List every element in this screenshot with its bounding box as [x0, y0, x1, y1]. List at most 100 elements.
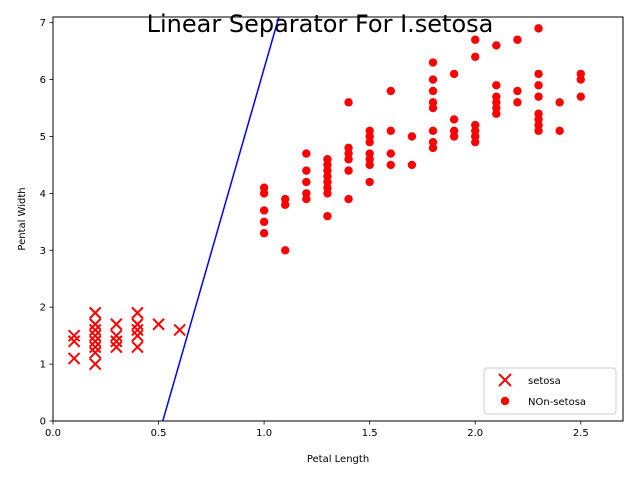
- x-tick-label: 0.5: [151, 428, 167, 439]
- setosa-point: [89, 357, 102, 371]
- separator-line: [162, 17, 280, 421]
- non-setosa-point: [492, 109, 501, 118]
- y-tick-label: 4: [40, 189, 46, 200]
- non-setosa-point: [302, 194, 311, 204]
- y-tick-label: 7: [40, 18, 46, 29]
- setosa-point: [67, 352, 81, 365]
- non-setosa-point: [428, 75, 438, 84]
- non-setosa-point: [555, 98, 564, 107]
- non-setosa-point: [344, 194, 353, 204]
- non-setosa-point: [428, 126, 438, 136]
- non-setosa-point: [534, 92, 543, 101]
- y-tick-label: 3: [40, 246, 46, 257]
- setosa-point: [67, 329, 81, 342]
- setosa-point-stroke: [110, 340, 123, 354]
- non-setosa-point: [344, 155, 353, 164]
- setosa-point: [131, 340, 144, 354]
- setosa-point-stroke: [131, 306, 144, 320]
- x-axis-ticks: 0.0 0.5 1.0 1.5 2.0 2.5: [45, 421, 589, 439]
- setosa-point: [173, 323, 186, 337]
- non-setosa-point: [386, 149, 395, 158]
- setosa-point: [89, 306, 102, 320]
- non-setosa-point: [365, 160, 374, 170]
- non-setosa-point: [407, 160, 417, 170]
- y-tick-label: 6: [40, 75, 46, 86]
- non-setosa-point: [428, 86, 438, 96]
- x-tick-label: 1.0: [256, 428, 272, 439]
- non-setosa-point: [449, 115, 459, 124]
- setosa-point: [131, 306, 144, 320]
- non-setosa-point: [471, 35, 480, 44]
- setosa-point-stroke: [131, 318, 144, 331]
- legend-label-setosa: setosa: [528, 376, 561, 387]
- non-setosa-point: [428, 58, 438, 67]
- y-tick-label: 2: [40, 303, 46, 314]
- y-tick-label: 5: [40, 132, 46, 143]
- setosa-point-stroke: [110, 335, 123, 348]
- setosa-point-stroke: [89, 346, 102, 359]
- setosa-point: [89, 329, 102, 342]
- x-tick-label: 2.5: [573, 428, 589, 439]
- non-setosa-point: [576, 92, 585, 101]
- setosa-point-stroke: [89, 306, 102, 320]
- y-tick-label: 1: [40, 360, 46, 371]
- x-axis-label: Petal Length: [307, 454, 369, 465]
- y-axis-label: Pental Width: [17, 187, 28, 250]
- non-setosa-point: [344, 98, 353, 107]
- setosa-point: [131, 329, 144, 342]
- setosa-point: [110, 335, 123, 348]
- non-setosa-point: [534, 81, 543, 90]
- non-setosa-point: [492, 41, 501, 50]
- non-setosa-point: [386, 160, 395, 170]
- x-tick-label: 2.0: [467, 428, 483, 439]
- non-setosa-point: [534, 24, 543, 33]
- y-axis-ticks: 0 1 2 3 4 5 6 7: [40, 18, 53, 428]
- setosa-point-stroke: [131, 329, 144, 342]
- setosa-point-stroke: [89, 323, 102, 337]
- non-setosa-point: [471, 137, 480, 147]
- chart-title: Linear Separator For I.setosa: [147, 10, 494, 38]
- non-setosa-point: [259, 229, 269, 238]
- setosa-point-stroke: [89, 357, 102, 371]
- setosa-point-stroke: [173, 323, 186, 337]
- setosa-point-stroke: [89, 335, 102, 348]
- setosa-point: [131, 323, 144, 337]
- axes-frame: [52, 16, 624, 422]
- setosa-point: [89, 346, 102, 359]
- setosa-point-stroke: [67, 352, 81, 365]
- setosa-point-stroke: [152, 318, 165, 331]
- non-setosa-point: [344, 166, 353, 175]
- non-setosa-point: [407, 132, 417, 141]
- non-setosa-point: [513, 98, 522, 107]
- points-layer: [67, 24, 585, 371]
- non-setosa-point: [428, 103, 438, 113]
- setosa-point-stroke: [110, 318, 123, 331]
- setosa-point: [89, 323, 102, 337]
- legend-marker-stroke: [498, 373, 512, 387]
- x-tick-label: 1.5: [362, 428, 378, 439]
- setosa-point-stroke: [110, 329, 123, 342]
- non-setosa-point: [449, 69, 459, 79]
- non-setosa-point: [323, 211, 332, 221]
- legend-marker-setosa: [498, 373, 512, 387]
- non-setosa-point: [513, 35, 522, 44]
- setosa-point-stroke: [131, 340, 144, 354]
- non-setosa-point: [259, 217, 269, 227]
- non-setosa-point: [302, 177, 311, 187]
- setosa-point-stroke: [131, 323, 144, 337]
- setosa-point: [89, 335, 102, 348]
- non-setosa-point: [259, 206, 269, 215]
- setosa-point-stroke: [67, 335, 81, 348]
- non-setosa-point: [365, 137, 374, 147]
- non-setosa-point: [302, 149, 311, 158]
- setosa-point-stroke: [67, 329, 81, 342]
- setosa-point: [89, 340, 102, 354]
- non-setosa-point: [365, 177, 374, 187]
- legend-box: [483, 367, 617, 415]
- non-setosa-point: [323, 189, 332, 198]
- setosa-point: [110, 329, 123, 342]
- setosa-point-stroke: [89, 318, 102, 331]
- non-setosa-point: [428, 143, 438, 153]
- non-setosa-point: [449, 132, 459, 141]
